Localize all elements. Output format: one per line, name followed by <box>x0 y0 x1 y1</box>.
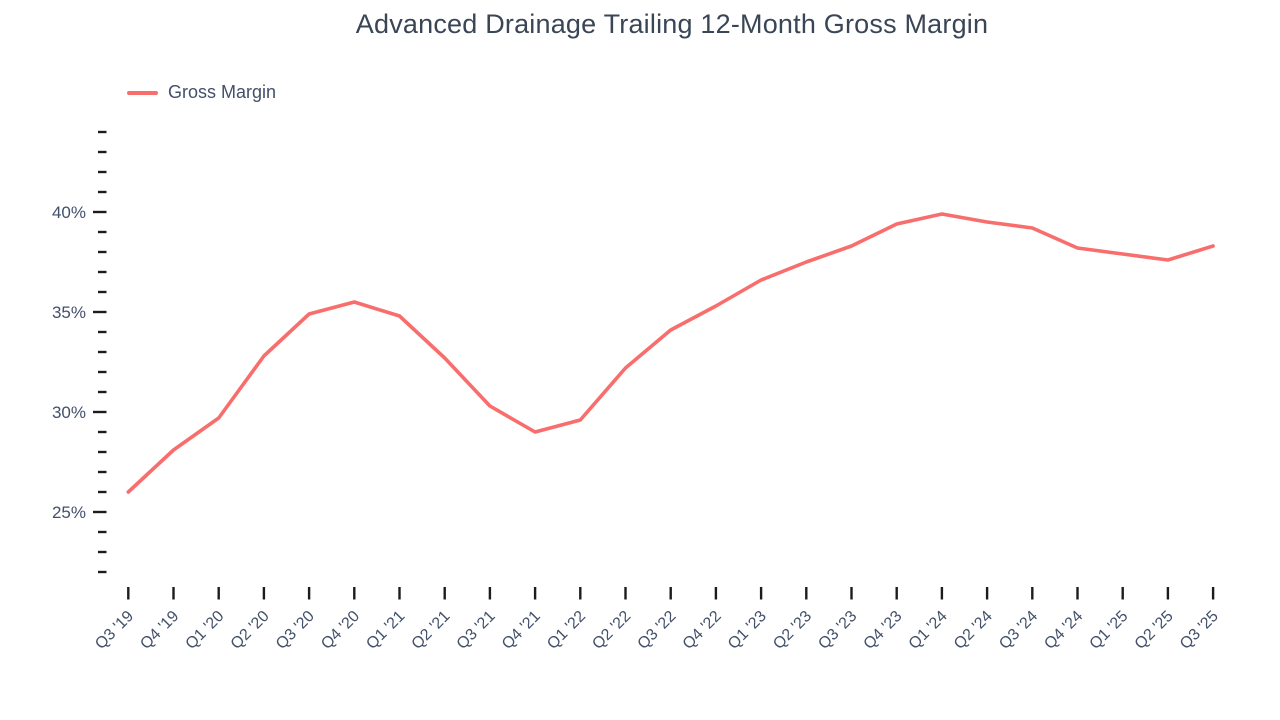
legend-item-gross-margin[interactable]: Gross Margin <box>127 82 276 103</box>
x-axis-tick-label: Q2 '25 <box>1132 608 1177 653</box>
legend-label: Gross Margin <box>168 82 277 102</box>
x-axis-tick-label: Q3 '21 <box>454 608 499 653</box>
x-axis-tick-label: Q3 '23 <box>815 608 860 653</box>
x-axis-tick-label: Q3 '25 <box>1177 608 1222 653</box>
y-axis-tick-label: 30% <box>52 403 86 422</box>
x-axis-tick-label: Q2 '23 <box>770 608 815 653</box>
x-axis-tick-label: Q1 '25 <box>1087 608 1132 653</box>
x-axis-tick-label: Q1 '23 <box>725 608 770 653</box>
y-axis-tick-label: 25% <box>52 503 86 522</box>
x-axis-tick-label: Q4 '24 <box>1041 608 1086 653</box>
x-axis-tick-label: Q1 '22 <box>544 608 589 653</box>
gross-margin-line <box>126 212 1215 494</box>
x-axis-tick-label: Q3 '22 <box>635 608 680 653</box>
x-axis-tick-label: Q1 '24 <box>906 608 951 653</box>
x-axis-tick-label: Q2 '22 <box>589 608 634 653</box>
x-axis-tick-label: Q2 '21 <box>409 608 454 653</box>
x-axis-tick-label: Q4 '21 <box>499 608 544 653</box>
x-axis-tick-label: Q1 '21 <box>363 608 408 653</box>
x-axis-tick-label: Q4 '23 <box>861 608 906 653</box>
y-axis-tick-label: 35% <box>52 303 86 322</box>
x-axis-tick-label: Q4 '22 <box>680 608 725 653</box>
x-axis-tick-label: Q4 '20 <box>318 608 363 653</box>
x-axis-tick-label: Q1 '20 <box>183 608 228 653</box>
x-axis-tick-label: Q4 '19 <box>137 608 182 653</box>
chart-title: Advanced Drainage Trailing 12-Month Gros… <box>355 9 989 39</box>
x-axis-tick-label: Q3 '20 <box>273 608 318 653</box>
legend-line-swatch <box>127 90 158 95</box>
x-axis-tick-label: Q3 '24 <box>996 608 1041 653</box>
x-axis-tick-label: Q2 '20 <box>228 608 273 653</box>
x-axis-tick-label: Q3 '19 <box>92 608 137 653</box>
x-axis-tick-label: Q2 '24 <box>951 608 996 653</box>
y-axis-tick-label: 40% <box>52 203 86 222</box>
